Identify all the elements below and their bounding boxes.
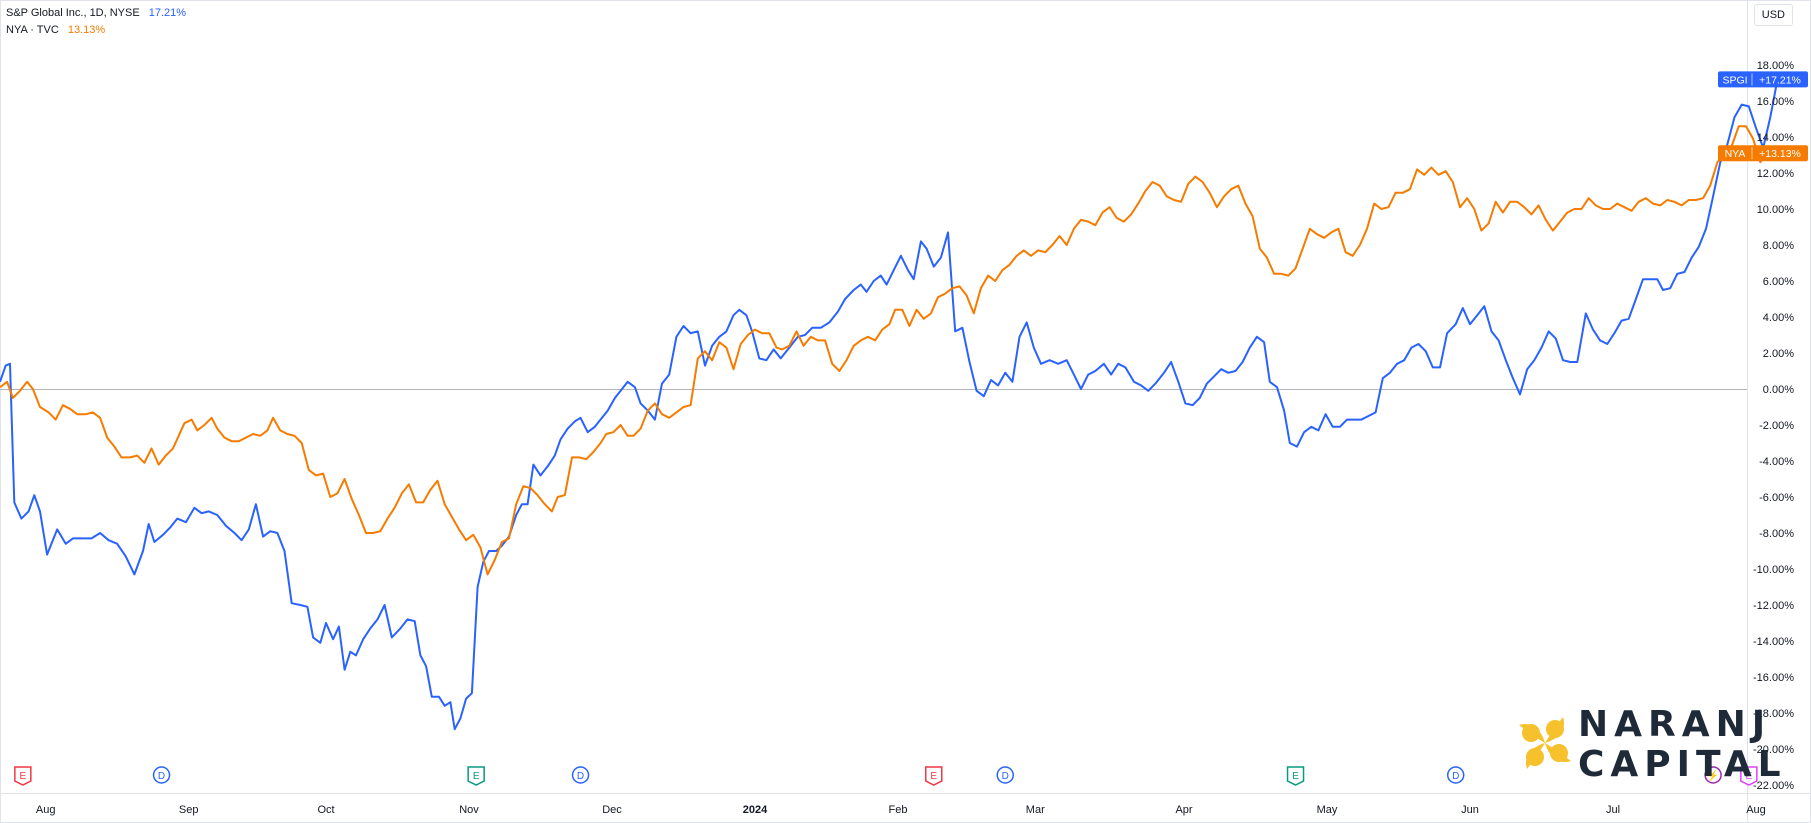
y-tick-label: -14.00%: [1753, 636, 1794, 648]
y-tick-label: 18.00%: [1757, 60, 1795, 72]
x-tick-label: Sep: [179, 804, 199, 816]
x-tick-label: Aug: [1746, 804, 1766, 816]
logo-text: NARANJ CAPITAL: [1578, 705, 1787, 785]
x-tick-label: Jul: [1606, 804, 1620, 816]
price-scale[interactable]: 18.00% 16.00% 14.00% 12.00% 10.00% 8.00% 6.00%…: [1753, 60, 1794, 792]
badge-name-nya: NYA: [1725, 148, 1746, 160]
series-line-spgi[interactable]: [0, 79, 1779, 731]
y-tick-label: 12.00%: [1757, 168, 1795, 180]
legend-pct-spgi: 17.21%: [148, 7, 187, 19]
x-tick-label: Jun: [1461, 804, 1479, 816]
earnings-marker-icon[interactable]: E: [467, 766, 485, 786]
chart-legend: S&P Global Inc., 1D, NYSE 17.21% NYA · T…: [6, 5, 186, 39]
y-tick-label: 14.00%: [1757, 132, 1795, 144]
earnings-marker-icon[interactable]: E: [925, 766, 943, 786]
chart-lines: [0, 79, 1779, 731]
earnings-marker-icon[interactable]: E: [14, 766, 32, 786]
svg-text:D: D: [158, 771, 165, 782]
x-tick-label: Feb: [889, 804, 908, 816]
currency-button[interactable]: USD: [1753, 4, 1793, 26]
dividend-marker-icon[interactable]: D: [571, 766, 590, 784]
svg-text:E: E: [1746, 771, 1753, 782]
y-tick-label: 8.00%: [1763, 240, 1794, 252]
y-tick-label: -12.00%: [1753, 600, 1794, 612]
dividend-marker-icon[interactable]: D: [996, 766, 1014, 784]
split-marker-icon[interactable]: ⚡: [1704, 766, 1722, 784]
naranj-capital-logo-icon: [1519, 717, 1571, 769]
time-scale[interactable]: Aug Sep Oct Nov Dec 2024 Feb Mar Apr May Jun Jul Aug: [36, 804, 1766, 816]
legend-row-nya[interactable]: NYA · TVC 13.13%: [6, 22, 186, 39]
legend-row-spgi[interactable]: S&P Global Inc., 1D, NYSE 17.21%: [6, 5, 186, 22]
y-tick-label: 0.00%: [1763, 384, 1794, 396]
x-tick-label: Nov: [459, 804, 479, 816]
earnings-marker-icon[interactable]: E: [1740, 766, 1758, 786]
x-tick-label: May: [1317, 804, 1338, 816]
x-tick-label: Aug: [36, 804, 56, 816]
y-tick-label: 16.00%: [1757, 96, 1795, 108]
y-tick-label: -16.00%: [1753, 672, 1794, 684]
y-tick-label: -22.00%: [1753, 780, 1794, 792]
x-tick-label: 2024: [743, 804, 768, 816]
event-markers: E D E D E D E D ⚡ E: [14, 766, 1758, 786]
y-tick-label: -6.00%: [1759, 492, 1794, 504]
legend-label-spgi: S&P Global Inc., 1D, NYSE: [6, 7, 140, 19]
x-tick-label: Mar: [1026, 804, 1045, 816]
y-tick-label: -20.00%: [1753, 744, 1794, 756]
last-value-badges: SPGI +17.21% NYA +13.13%: [1718, 71, 1808, 162]
x-tick-label: Dec: [602, 804, 622, 816]
svg-text:E: E: [930, 771, 937, 782]
y-tick-label: 6.00%: [1763, 276, 1794, 288]
y-tick-label: -18.00%: [1753, 708, 1794, 720]
y-tick-label: 4.00%: [1763, 312, 1794, 324]
y-tick-label: 2.00%: [1763, 348, 1794, 360]
y-tick-label: 10.00%: [1757, 204, 1795, 216]
y-tick-label: -10.00%: [1753, 564, 1794, 576]
dividend-marker-icon[interactable]: D: [152, 766, 171, 784]
legend-label-nya: NYA · TVC: [6, 24, 59, 36]
svg-text:E: E: [1292, 771, 1299, 782]
earnings-marker-icon[interactable]: E: [1286, 766, 1305, 786]
badge-spgi: SPGI +17.21%: [1718, 71, 1808, 88]
svg-text:⚡: ⚡: [1707, 769, 1719, 782]
svg-text:E: E: [473, 771, 480, 782]
badge-nya: NYA +13.13%: [1718, 145, 1808, 162]
y-tick-label: -8.00%: [1759, 528, 1794, 540]
svg-text:D: D: [1002, 771, 1009, 782]
logo-line-1: NARANJ: [1578, 704, 1772, 745]
x-tick-label: Oct: [317, 804, 334, 816]
y-tick-label: -4.00%: [1759, 456, 1794, 468]
svg-text:D: D: [577, 771, 584, 782]
y-tick-label: -2.00%: [1759, 420, 1794, 432]
badge-name-spgi: SPGI: [1722, 74, 1747, 86]
logo-line-2: CAPITAL: [1578, 744, 1787, 785]
series-line-nya[interactable]: [0, 125, 1776, 576]
dividend-marker-icon[interactable]: D: [1446, 766, 1465, 784]
legend-pct-nya: 13.13%: [67, 24, 106, 36]
x-tick-label: Apr: [1175, 804, 1192, 816]
svg-text:D: D: [1452, 771, 1459, 782]
badge-value-spgi: +17.21%: [1759, 74, 1801, 86]
svg-text:E: E: [20, 771, 27, 782]
badge-value-nya: +13.13%: [1759, 148, 1801, 160]
